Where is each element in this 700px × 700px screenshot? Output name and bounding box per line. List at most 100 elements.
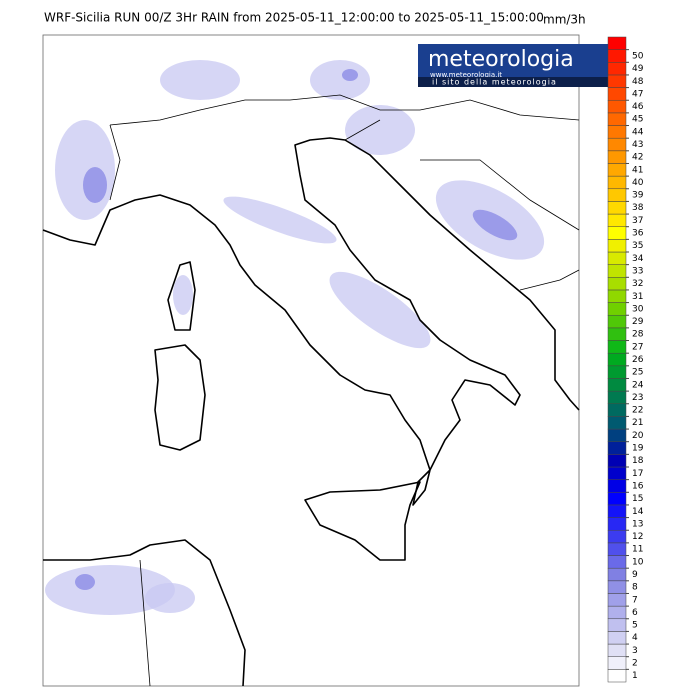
colorbar-cell: [607, 542, 627, 556]
colorbar-label: 50: [632, 51, 644, 61]
colorbar-cell: [607, 504, 627, 518]
colorbar-cell: [607, 277, 627, 291]
colorbar-label: 10: [632, 557, 644, 567]
colorbar-cell: [607, 352, 627, 367]
colorbar-label: 13: [632, 519, 643, 529]
colorbar-cell: [607, 378, 627, 392]
colorbar-label: 9: [632, 570, 638, 580]
colorbar-cell: [607, 188, 627, 202]
colorbar-label: 3: [632, 646, 638, 656]
colorbar-label: 40: [632, 178, 644, 188]
colorbar-cell: [607, 555, 627, 569]
colorbar-cell: [607, 289, 627, 303]
colorbar-label: 12: [632, 532, 643, 542]
colorbar-cell: [607, 137, 627, 152]
colorbar-label: 31: [632, 292, 643, 302]
colorbar-cell: [607, 403, 627, 417]
colorbar-cell: [607, 314, 627, 329]
colorbar-cell: [607, 618, 627, 632]
colorbar-cell: [607, 580, 627, 594]
colorbar-cell: [607, 479, 627, 493]
colorbar-label: 2: [632, 659, 638, 669]
logo-name: meteorologia: [428, 47, 574, 72]
colorbar-label: 34: [632, 254, 644, 264]
map-title: WRF-Sicilia RUN 00/Z 3Hr RAIN from 2025-…: [44, 11, 544, 25]
logo-tagline: il sito della meteorologia: [432, 78, 557, 87]
colorbar-cell: [607, 529, 627, 544]
map: [42, 34, 580, 687]
colorbar-label: 32: [632, 279, 643, 289]
colorbar-label: 7: [632, 595, 638, 605]
colorbar-cell: [607, 492, 627, 506]
colorbar-cell: [607, 428, 627, 442]
colorbar-label: 30: [632, 304, 644, 314]
colorbar-cell: [607, 390, 627, 405]
colorbar-cell: [607, 163, 627, 177]
colorbar-cell: [607, 365, 627, 379]
colorbar-label: 19: [632, 444, 644, 454]
unit-label: mm/3h: [543, 13, 586, 27]
colorbar-label: 49: [632, 64, 644, 74]
colorbar-label: 1: [632, 671, 638, 681]
colorbar-cell: [607, 49, 627, 63]
colorbar-cell: [607, 87, 627, 101]
colorbar-label: 24: [632, 380, 644, 390]
colorbar-label: 46: [632, 102, 644, 112]
colorbar-label: 11: [632, 545, 643, 555]
colorbar-label: 28: [632, 330, 644, 340]
colorbar-cell: [607, 74, 627, 88]
colorbar-label: 47: [632, 89, 643, 99]
colorbar-cell: [607, 36, 627, 50]
colorbar-cell: [607, 466, 627, 480]
colorbar-label: 15: [632, 494, 643, 504]
colorbar-label: 43: [632, 140, 643, 150]
colorbar-cell: [607, 454, 627, 468]
logo-url: www.meteorologia.it: [430, 71, 502, 79]
colorbar-label: 4: [632, 633, 638, 643]
colorbar-label: 5: [632, 621, 638, 631]
colorbar-cell: [607, 175, 627, 190]
colorbar-cell: [607, 264, 627, 278]
colorbar-cell: [607, 112, 627, 126]
colorbar-cell: [607, 340, 627, 354]
colorbar-cell: [607, 99, 627, 114]
colorbar-cell: [607, 125, 627, 139]
colorbar-label: 42: [632, 153, 643, 163]
colorbar-label: 33: [632, 266, 643, 276]
colorbar-cell: [607, 593, 627, 607]
colorbar-cell: [607, 643, 627, 657]
colorbar-cell: [607, 605, 627, 620]
colorbar: 1234567891011121314151617181920212223242…: [607, 36, 644, 683]
colorbar-cell: [607, 302, 627, 316]
colorbar-cell: [607, 631, 627, 645]
colorbar-cell: [607, 62, 627, 76]
rain-areas: [45, 60, 545, 615]
colorbar-label: 37: [632, 216, 643, 226]
colorbar-label: 44: [632, 127, 644, 137]
colorbar-cell: [607, 567, 627, 582]
colorbar-cell: [607, 416, 627, 430]
colorbar-label: 18: [632, 456, 644, 466]
colorbar-label: 23: [632, 393, 643, 403]
colorbar-cell: [607, 656, 627, 670]
colorbar-label: 8: [632, 583, 638, 593]
colorbar-label: 36: [632, 229, 644, 239]
colorbar-cell: [607, 441, 627, 455]
colorbar-label: 38: [632, 203, 644, 213]
colorbar-label: 21: [632, 418, 643, 428]
colorbar-label: 41: [632, 165, 643, 175]
colorbar-label: 48: [632, 77, 644, 87]
colorbar-cell: [607, 669, 627, 683]
colorbar-cell: [607, 150, 627, 164]
colorbar-label: 45: [632, 115, 643, 125]
colorbar-cell: [607, 226, 627, 240]
colorbar-cell: [607, 213, 627, 227]
colorbar-cell: [607, 201, 627, 215]
colorbar-label: 20: [632, 431, 644, 441]
colorbar-label: 14: [632, 507, 644, 517]
colorbar-label: 27: [632, 342, 643, 352]
colorbar-cell: [607, 239, 627, 253]
colorbar-label: 25: [632, 368, 643, 378]
logo: meteorologia www.meteorologia.it il sito…: [418, 44, 608, 87]
